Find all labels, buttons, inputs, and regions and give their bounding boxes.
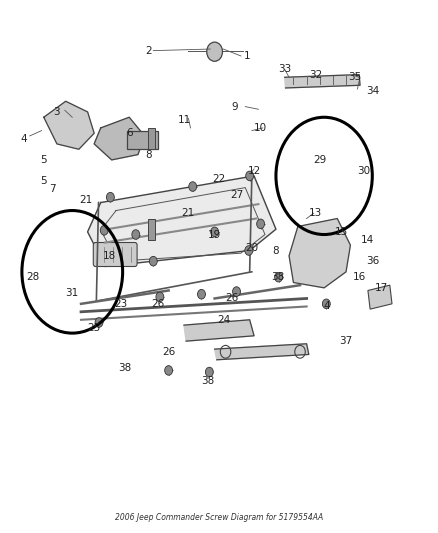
Circle shape — [322, 299, 330, 309]
Text: 13: 13 — [309, 208, 322, 218]
Text: 19: 19 — [208, 230, 221, 239]
Polygon shape — [44, 101, 94, 149]
Circle shape — [198, 289, 205, 299]
Text: 28: 28 — [26, 272, 39, 282]
Polygon shape — [289, 219, 350, 288]
Text: 12: 12 — [247, 166, 261, 175]
Text: 9: 9 — [231, 102, 238, 111]
Text: 17: 17 — [374, 283, 388, 293]
Text: 18: 18 — [103, 251, 116, 261]
Circle shape — [95, 318, 103, 327]
Text: 20: 20 — [245, 243, 258, 253]
Polygon shape — [148, 128, 155, 149]
Text: 37: 37 — [339, 336, 353, 346]
Text: 4: 4 — [21, 134, 28, 143]
Text: 29: 29 — [313, 155, 326, 165]
FancyBboxPatch shape — [93, 243, 137, 266]
Circle shape — [233, 287, 240, 296]
Circle shape — [257, 219, 265, 229]
Text: 38: 38 — [201, 376, 215, 386]
Polygon shape — [215, 344, 309, 360]
Text: 31: 31 — [66, 288, 79, 298]
Text: 14: 14 — [361, 235, 374, 245]
Circle shape — [245, 246, 253, 255]
Text: 38: 38 — [272, 272, 285, 282]
Text: 10: 10 — [254, 123, 267, 133]
Circle shape — [132, 230, 140, 239]
Text: 8: 8 — [145, 150, 152, 159]
Circle shape — [165, 366, 173, 375]
Circle shape — [189, 182, 197, 191]
Polygon shape — [127, 131, 158, 149]
Text: 6: 6 — [126, 128, 133, 138]
Text: 4: 4 — [323, 302, 330, 311]
Text: 27: 27 — [230, 190, 243, 199]
Text: 15: 15 — [335, 227, 348, 237]
Text: 2: 2 — [145, 46, 152, 55]
Circle shape — [211, 227, 219, 237]
Polygon shape — [148, 219, 155, 240]
Text: 33: 33 — [278, 64, 291, 74]
Text: 2006 Jeep Commander Screw Diagram for 5179554AA: 2006 Jeep Commander Screw Diagram for 51… — [115, 513, 323, 522]
Text: 21: 21 — [182, 208, 195, 218]
Text: 5: 5 — [40, 176, 47, 186]
Text: 26: 26 — [226, 294, 239, 303]
Text: 8: 8 — [272, 246, 279, 255]
Text: 30: 30 — [357, 166, 370, 175]
Circle shape — [205, 367, 213, 377]
Polygon shape — [94, 117, 145, 160]
Text: 34: 34 — [366, 86, 379, 95]
Text: 11: 11 — [177, 115, 191, 125]
Polygon shape — [88, 176, 276, 266]
Text: 24: 24 — [217, 315, 230, 325]
Text: 22: 22 — [212, 174, 226, 183]
Text: 23: 23 — [114, 299, 127, 309]
Text: 21: 21 — [79, 195, 92, 205]
Circle shape — [275, 272, 283, 282]
Circle shape — [149, 256, 157, 266]
Circle shape — [106, 192, 114, 202]
Text: 7: 7 — [49, 184, 56, 194]
Circle shape — [246, 171, 254, 181]
Text: 3: 3 — [53, 107, 60, 117]
Text: 32: 32 — [309, 70, 322, 79]
Text: 26: 26 — [151, 299, 164, 309]
Text: 26: 26 — [162, 347, 175, 357]
Circle shape — [156, 292, 164, 302]
Circle shape — [100, 225, 108, 235]
Text: 5: 5 — [40, 155, 47, 165]
Polygon shape — [184, 320, 254, 341]
Text: 36: 36 — [366, 256, 379, 266]
Polygon shape — [368, 285, 392, 309]
Text: 35: 35 — [348, 72, 361, 82]
Circle shape — [207, 42, 223, 61]
Text: 38: 38 — [118, 363, 131, 373]
Text: 16: 16 — [353, 272, 366, 282]
Polygon shape — [285, 75, 360, 88]
Text: 1: 1 — [244, 51, 251, 61]
Text: 25: 25 — [88, 323, 101, 333]
